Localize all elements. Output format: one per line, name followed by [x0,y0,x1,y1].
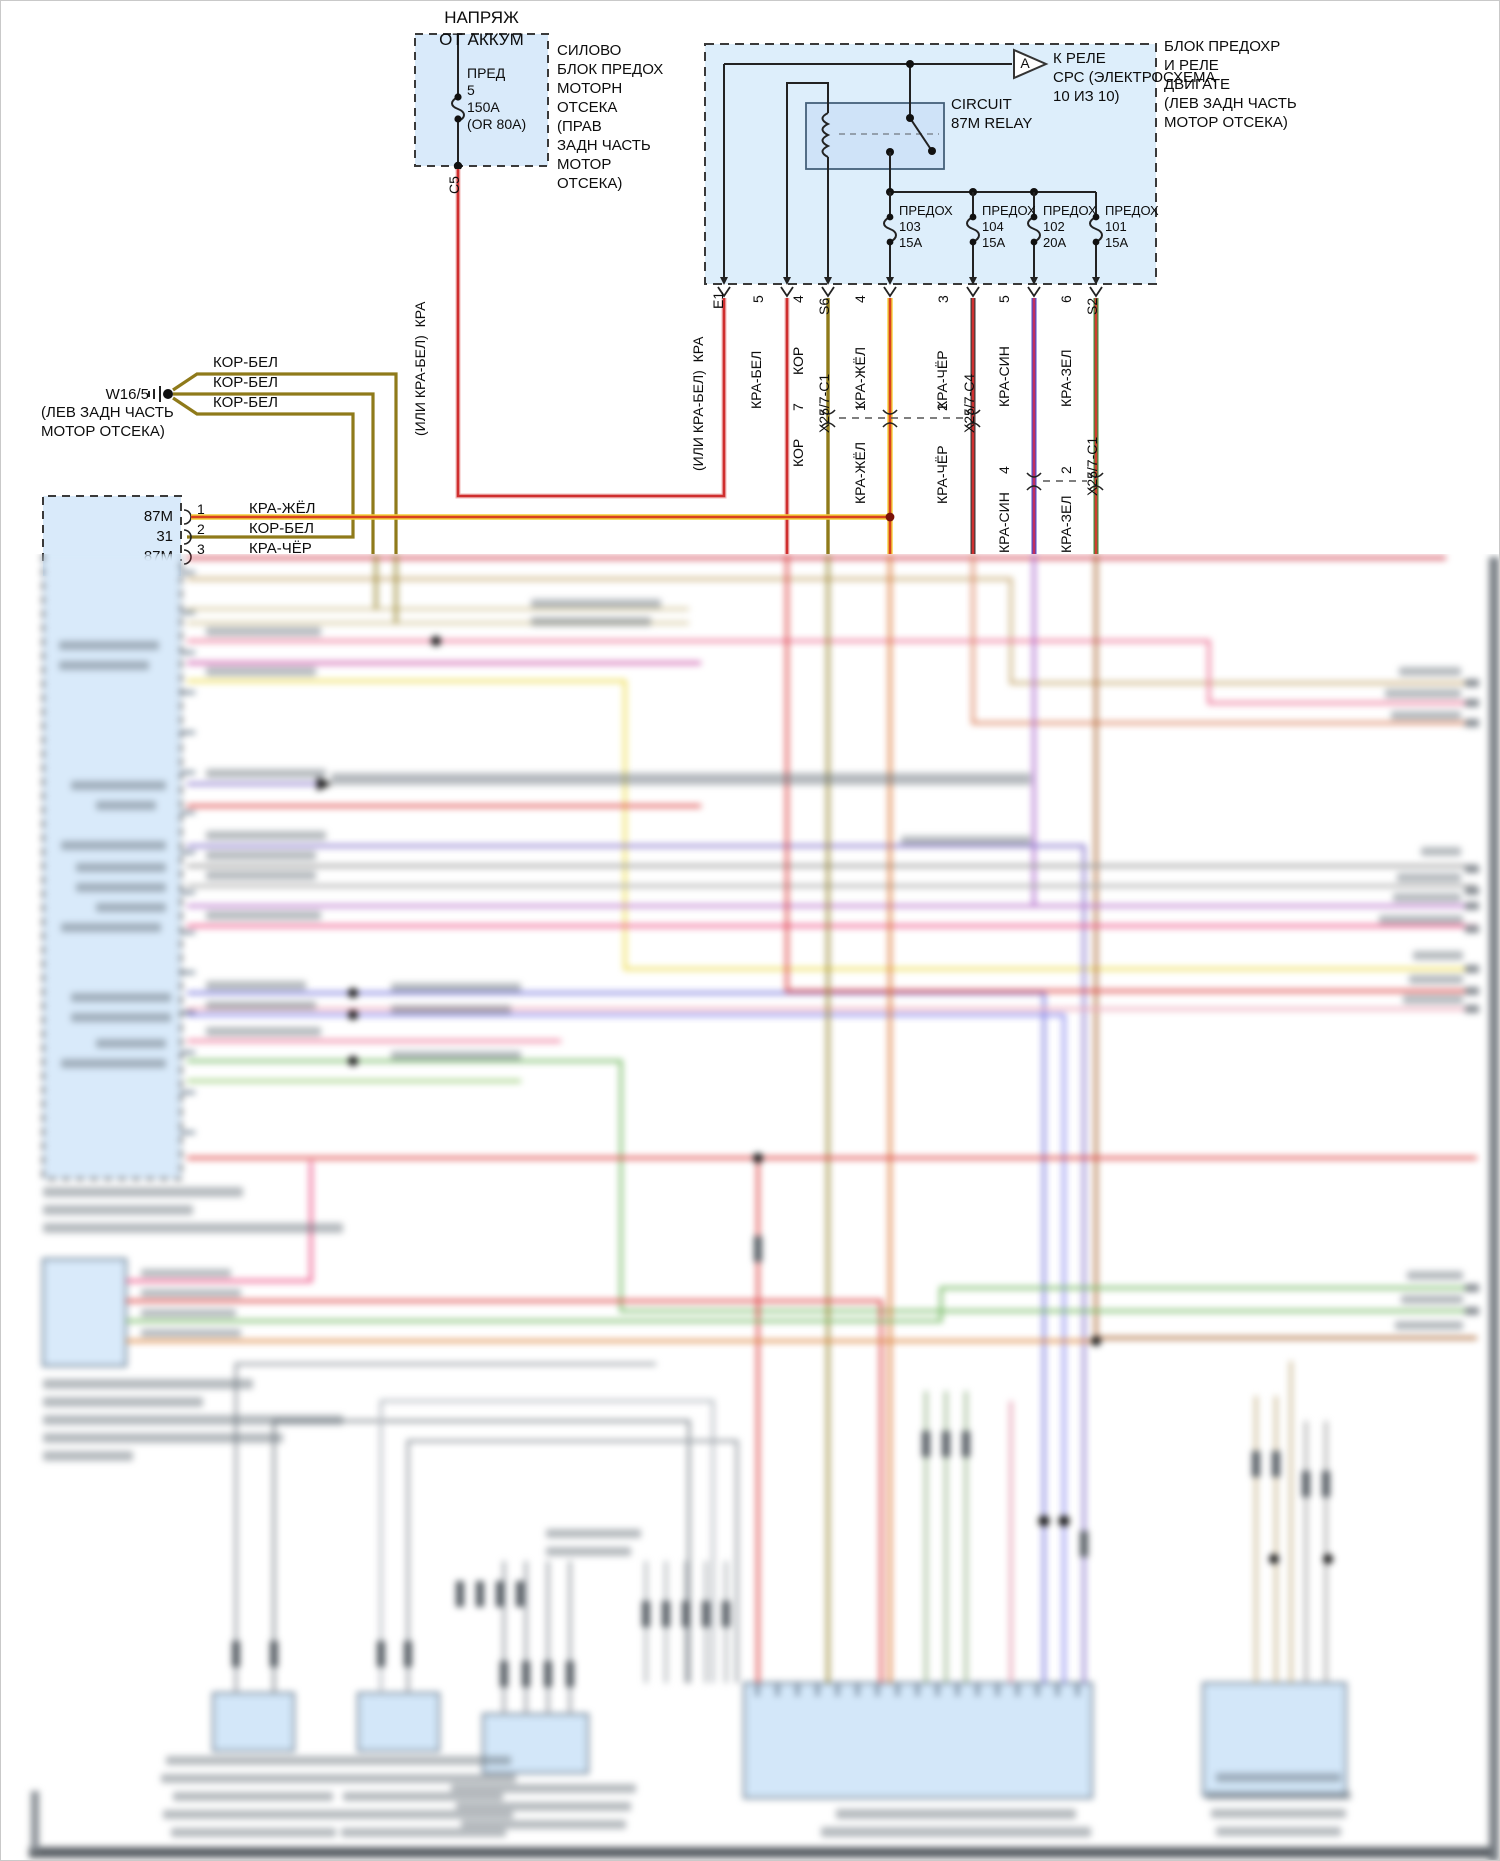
fuse-103-label: ПРЕДОХ 103 15A [899,203,953,250]
wire-label-kor-lower: КОР [790,438,806,467]
ground-wire-3-label: КОР-БЕЛ [213,394,278,411]
relay-output-wires [784,298,1099,554]
blurred-lower-section [1,554,1499,1860]
blurred-content [29,554,1499,1860]
pin-4-lower-label: 4 [996,466,1012,474]
exit-pin-s6: S6 [816,297,832,315]
ground-w16-5 [148,372,398,554]
exit-pin-6: 6 [1058,295,1074,303]
ground-note: (ЛЕВ ЗАДН ЧАСТЬ МОТОР ОТСЕКА) [41,404,174,440]
inline-connectors [820,409,1104,491]
feed-wire-label: КРА [412,301,428,328]
pin-2-label: 2 [934,403,950,411]
exit-pin-3: 3 [935,295,951,303]
ground-name: W16/5 [105,386,149,403]
feed-wire-alt-label: (ИЛИ КРА-БЕЛ) [412,335,428,436]
87m-pin2-name: 31 [156,528,173,545]
wire-label-kra-zel-lower: КРА-ЗЕЛ [1058,495,1074,553]
exit-pin-e1: E1 [710,291,726,309]
relay-name: CIRCUIT 87M RELAY [951,96,1033,132]
87m-pin2-num: 2 [197,521,205,537]
wire-label-kra-bel: КРА-БЕЛ [748,350,764,409]
relay-exit-terminals [717,269,1103,298]
e1-wire-alt-label: (ИЛИ КРА-БЕЛ) [690,370,706,471]
e1-wire-label: КРА [690,336,706,363]
87m-pin1-name: 87M [143,508,173,525]
pin-2-lower-label: 2 [1058,466,1074,474]
battery-fusebox-note: СИЛОВО БЛОК ПРЕДОХ МОТОРН ОТСЕКА (ПРАВ З… [557,42,664,192]
87m-pin3-num: 3 [197,541,205,557]
87m-pin2-wire: КОР-БЕЛ [249,520,314,537]
exit-pin-s2: S2 [1084,297,1100,315]
exit-pin-5b: 5 [996,295,1012,303]
87m-pin1-wire: КРА-ЖЁЛ [249,500,316,517]
battery-feed-title: НАПРЯЖ ОТ АККУМ [439,8,524,49]
exit-pin-4b: 4 [852,295,868,303]
wire-label-kra-sin: КРА-СИН [996,346,1012,407]
exit-pin-4a: 4 [790,295,806,303]
exit-pin-5: 5 [750,295,766,303]
87m-pin3-wire: КРА-ЧЁР [249,540,312,557]
fuse-102-label: ПРЕДОХ 102 20A [1043,203,1097,250]
wire-label-kra-zhel: КРА-ЖЁЛ [852,346,868,409]
connector-x2571-lower-label: X25/7-C1 [1084,436,1100,496]
wire-label-kra-cher: КРА-ЧЁР [934,350,950,409]
pin-1-label: 1 [852,403,868,411]
wire-label-kra-cher-lower: КРА-ЧЁР [934,445,950,504]
87m-pin1-num: 1 [197,501,205,517]
ground-wire-1-label: КОР-БЕЛ [213,354,278,371]
main-fuse-label: ПРЕД 5 150A (OR 80A) [467,65,527,132]
pin-7-label: 7 [790,403,806,411]
ground-wire-2-label: КОР-БЕЛ [213,374,278,391]
connector-c5-label: C5 [446,176,462,194]
battery-feed-wire [455,169,727,499]
ref-arrow-srs [1013,48,1049,80]
relay-block-title: БЛОК ПРЕДОХР И РЕЛЕ ДВИГАТЕ (ЛЕВ ЗАДН ЧА… [1164,38,1297,131]
battery-fuse-box [414,33,549,171]
fuse-104-label: ПРЕДОХ 104 15A [982,203,1036,250]
wire-label-kra-zel: КРА-ЗЕЛ [1058,349,1074,407]
ref-arrow-letter: A [1020,55,1030,71]
ref-srs-text: К РЕЛЕ СРС (ЭЛЕКТРОСХЕМА 10 ИЗ 10) [1053,50,1216,105]
wire-label-kra-sin-lower: КРА-СИН [996,492,1012,553]
connector-x2571-label: X25/7-C1 [816,373,832,433]
engine-fuse-relay-block [704,43,1157,298]
fuse-101-label: ПРЕДОХ 101 15A [1105,203,1159,250]
connector-x2574-label: X25/7-C4 [961,373,977,433]
wire-label-kor: КОР [790,346,806,375]
wire-label-kra-zhel-lower: КРА-ЖЁЛ [852,441,868,504]
